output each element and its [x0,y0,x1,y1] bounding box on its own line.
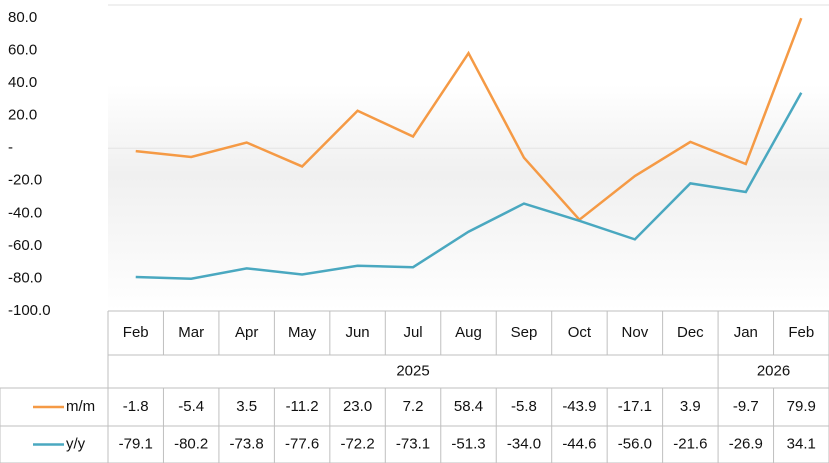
x-tick-label: Jun [345,324,369,341]
table-value: -44.6 [562,435,596,452]
x-tick-label: May [288,324,317,341]
table-value: -21.6 [673,435,707,452]
table-value: -5.4 [178,398,204,415]
x-tick-label: Oct [568,324,592,341]
table-value: -34.0 [507,435,541,452]
table-value: -77.6 [285,435,319,452]
y-tick-label: -100.0 [8,302,51,319]
y-tick-label: -20.0 [8,172,42,189]
table-value: -80.2 [174,435,208,452]
table-value: 79.9 [787,398,816,415]
y-tick-label: 40.0 [8,74,37,91]
x-tick-label: Mar [178,324,204,341]
table-value: -73.8 [230,435,264,452]
table-value: 3.5 [236,398,257,415]
table-value: -79.1 [119,435,153,452]
table-value: -43.9 [562,398,596,415]
y-tick-label: 60.0 [8,42,37,59]
group-label: 2025 [396,362,429,379]
series-line [135,17,803,222]
table-value: 58.4 [454,398,483,415]
table-value: -73.1 [396,435,430,452]
x-tick-label: Feb [788,324,814,341]
y-tick-label: -80.0 [8,269,42,286]
y-tick-label: -40.0 [8,204,42,221]
y-tick-label: - [8,139,13,156]
table-value: -9.7 [733,398,759,415]
legend-label: y/y [66,435,86,452]
y-tick-label: 80.0 [8,9,37,26]
table-value: 7.2 [403,398,424,415]
y-tick-label: -60.0 [8,237,42,254]
x-tick-label: Sep [511,324,538,341]
plot-background [108,84,829,311]
x-tick-label: Jan [734,324,758,341]
table-value: -51.3 [451,435,485,452]
table-value: -1.8 [123,398,149,415]
table-value: -11.2 [286,398,319,415]
y-tick-label: 20.0 [8,107,37,124]
table-value: 23.0 [343,398,372,415]
x-tick-label: Apr [235,324,258,341]
table-value: -26.9 [729,435,763,452]
table-value: 34.1 [787,435,816,452]
x-tick-label: Jul [403,324,422,341]
x-tick-label: Dec [677,324,704,341]
x-tick-label: Feb [123,324,149,341]
legend-label: m/m [66,398,95,415]
x-tick-label: Aug [455,324,482,341]
table-value: -72.2 [340,435,374,452]
table-value: -56.0 [618,435,652,452]
table-value: -5.8 [511,398,537,415]
x-tick-label: Nov [622,324,649,341]
table-value: 3.9 [680,398,701,415]
group-label: 2026 [757,362,790,379]
series-line [135,92,803,281]
table-value: -17.1 [618,398,652,415]
